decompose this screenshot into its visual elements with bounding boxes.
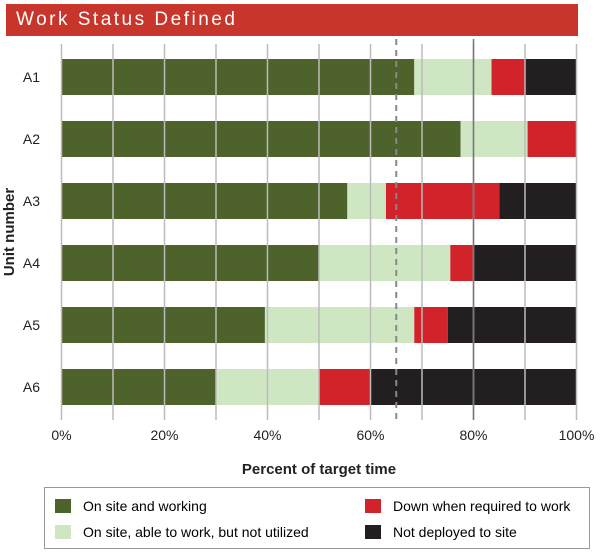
bar-segment	[460, 121, 528, 157]
legend-label: On site, able to work, but not utilized	[83, 524, 309, 540]
legend-item: Not deployed to site	[365, 524, 517, 540]
bar-segment	[414, 59, 492, 95]
x-tick-label: 40%	[253, 427, 281, 443]
bar-segment	[61, 183, 348, 219]
x-tick-label: 20%	[150, 427, 178, 443]
legend: On site and working On site, able to wor…	[44, 487, 590, 549]
x-tick-label: 60%	[356, 427, 384, 443]
bar-segment	[491, 59, 525, 95]
x-tick-label: 100%	[559, 427, 595, 443]
chart-title: Work Status Defined	[6, 4, 578, 36]
bar-segment	[499, 183, 577, 219]
stacked-bar-chart: A1 A2 A3 A4 A5 A6 0% 20% 40% 60% 80% 100% Percent of…	[1, 39, 595, 478]
bar-segment	[61, 59, 415, 95]
legend-label: Not deployed to site	[393, 524, 517, 540]
bar-segment	[61, 121, 461, 157]
bar-segment	[61, 245, 319, 281]
legend-label: Down when required to work	[393, 498, 571, 514]
x-tick-label: 0%	[51, 427, 71, 443]
bar-segment	[61, 369, 216, 405]
bar-segment	[450, 245, 474, 281]
category-label: A3	[23, 193, 40, 209]
legend-swatch	[55, 525, 71, 539]
category-label: A2	[23, 131, 40, 147]
category-label: A6	[23, 379, 40, 395]
y-axis-label: Unit number	[1, 188, 18, 276]
bar-segment	[347, 183, 386, 219]
category-label: A4	[23, 255, 40, 271]
bar-segment	[319, 369, 371, 405]
legend-swatch	[365, 499, 381, 513]
bar-segment	[527, 121, 577, 157]
bar-segment	[385, 183, 500, 219]
bar-segment	[319, 245, 451, 281]
legend-swatch	[365, 525, 381, 539]
legend-item: On site and working	[55, 498, 207, 514]
bar-segment	[61, 307, 265, 343]
legend-swatch	[55, 499, 71, 513]
category-label: A5	[23, 317, 40, 333]
x-tick-label: 80%	[459, 427, 487, 443]
x-axis-label: Percent of target time	[242, 461, 396, 478]
category-label: A1	[23, 69, 40, 85]
bar-segment	[447, 307, 577, 343]
legend-item: On site, able to work, but not utilized	[55, 524, 309, 540]
legend-label: On site and working	[83, 498, 207, 514]
bar-segment	[414, 307, 448, 343]
bar-segment	[264, 307, 415, 343]
bar-segment	[525, 59, 577, 95]
legend-item: Down when required to work	[365, 498, 570, 514]
